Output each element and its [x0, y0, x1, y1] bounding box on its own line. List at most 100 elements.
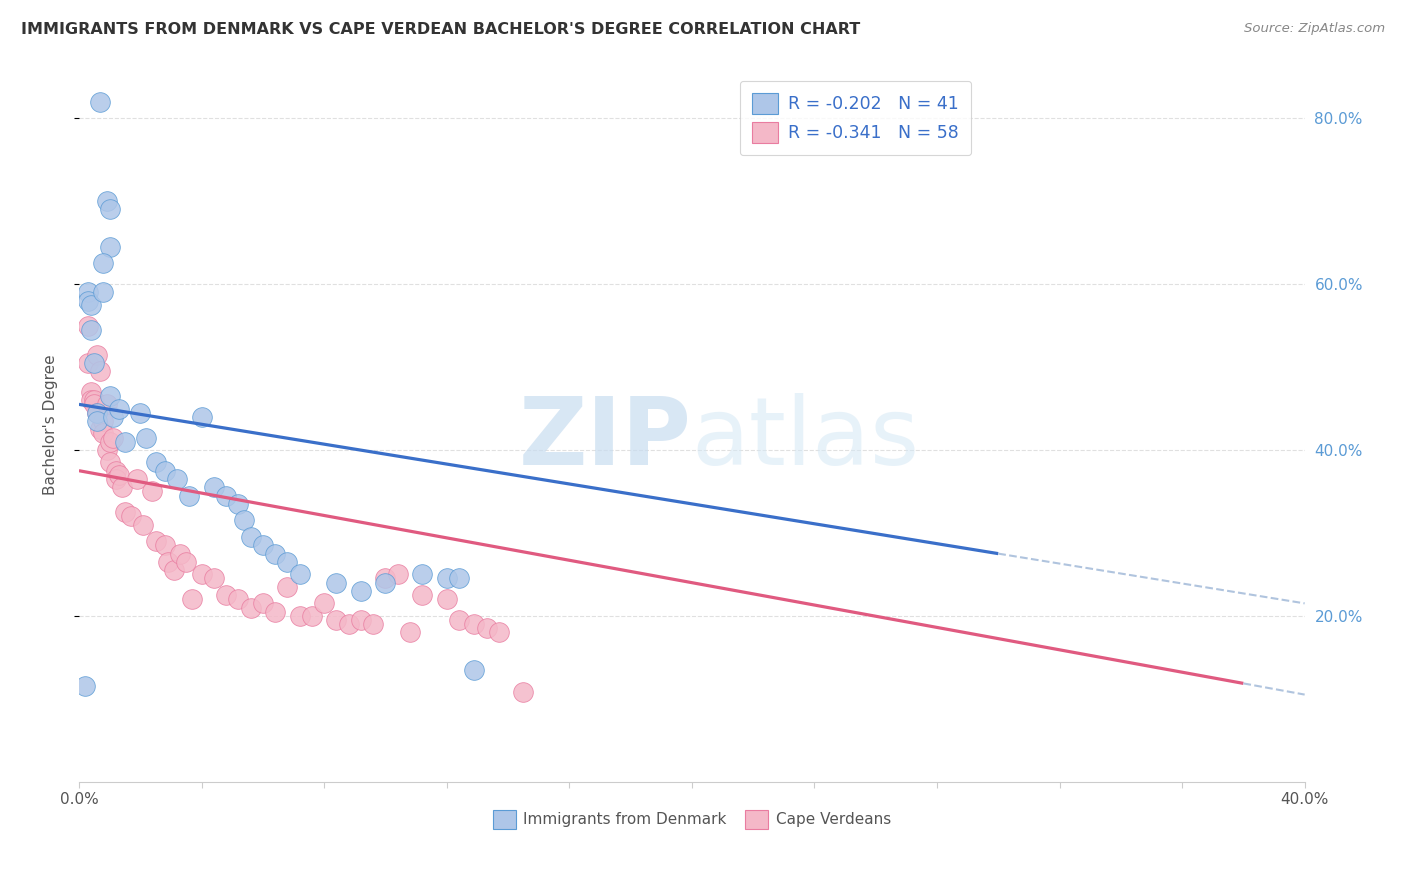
- Point: [264, 547, 287, 561]
- Point: [436, 592, 458, 607]
- Point: [337, 617, 360, 632]
- Point: [101, 431, 124, 445]
- Text: IMMIGRANTS FROM DENMARK VS CAPE VERDEAN BACHELOR'S DEGREE CORRELATION CHART: IMMIGRANTS FROM DENMARK VS CAPE VERDEAN …: [21, 22, 860, 37]
- Point: [104, 472, 127, 486]
- Point: [233, 513, 256, 527]
- Point: [181, 592, 204, 607]
- Point: [447, 572, 470, 586]
- Point: [276, 580, 298, 594]
- Point: [98, 202, 121, 217]
- Point: [226, 497, 249, 511]
- Point: [166, 472, 188, 486]
- Point: [141, 484, 163, 499]
- Point: [80, 384, 103, 399]
- Point: [314, 596, 336, 610]
- Point: [264, 605, 287, 619]
- Point: [411, 567, 433, 582]
- Point: [98, 455, 121, 469]
- Point: [325, 613, 347, 627]
- Y-axis label: Bachelor's Degree: Bachelor's Degree: [44, 355, 58, 495]
- Point: [111, 480, 134, 494]
- Text: ZIP: ZIP: [519, 393, 692, 485]
- Point: [463, 663, 485, 677]
- Point: [215, 588, 238, 602]
- Point: [77, 356, 100, 370]
- Point: [239, 600, 262, 615]
- Point: [107, 467, 129, 482]
- Point: [174, 555, 197, 569]
- Point: [276, 555, 298, 569]
- Text: atlas: atlas: [692, 393, 920, 485]
- Point: [374, 575, 396, 590]
- Point: [96, 194, 118, 209]
- Point: [107, 401, 129, 416]
- Point: [135, 431, 157, 445]
- Point: [226, 592, 249, 607]
- Point: [114, 434, 136, 449]
- Point: [96, 442, 118, 457]
- Point: [239, 530, 262, 544]
- Point: [447, 613, 470, 627]
- Point: [145, 455, 167, 469]
- Point: [488, 625, 510, 640]
- Point: [411, 588, 433, 602]
- Point: [215, 489, 238, 503]
- Point: [374, 572, 396, 586]
- Point: [153, 464, 176, 478]
- Point: [436, 572, 458, 586]
- Point: [75, 679, 97, 693]
- Point: [325, 575, 347, 590]
- Point: [89, 364, 111, 378]
- Point: [252, 596, 274, 610]
- Point: [80, 323, 103, 337]
- Point: [475, 621, 498, 635]
- Point: [288, 567, 311, 582]
- Point: [153, 538, 176, 552]
- Point: [93, 426, 115, 441]
- Point: [80, 298, 103, 312]
- Point: [132, 517, 155, 532]
- Point: [202, 572, 225, 586]
- Point: [350, 583, 373, 598]
- Point: [179, 489, 201, 503]
- Point: [98, 434, 121, 449]
- Point: [190, 409, 212, 424]
- Point: [301, 608, 323, 623]
- Point: [98, 240, 121, 254]
- Point: [104, 464, 127, 478]
- Point: [86, 406, 108, 420]
- Point: [387, 567, 409, 582]
- Point: [202, 480, 225, 494]
- Point: [399, 625, 422, 640]
- Point: [89, 95, 111, 109]
- Point: [288, 608, 311, 623]
- Point: [98, 389, 121, 403]
- Point: [96, 397, 118, 411]
- Point: [350, 613, 373, 627]
- Point: [80, 393, 103, 408]
- Point: [127, 472, 149, 486]
- Point: [252, 538, 274, 552]
- Point: [77, 285, 100, 300]
- Point: [463, 617, 485, 632]
- Point: [512, 685, 534, 699]
- Point: [86, 348, 108, 362]
- Point: [93, 256, 115, 270]
- Text: Source: ZipAtlas.com: Source: ZipAtlas.com: [1244, 22, 1385, 36]
- Point: [190, 567, 212, 582]
- Point: [77, 293, 100, 308]
- Point: [86, 414, 108, 428]
- Point: [83, 397, 105, 411]
- Point: [169, 547, 191, 561]
- Point: [77, 318, 100, 333]
- Point: [163, 563, 186, 577]
- Point: [93, 414, 115, 428]
- Point: [361, 617, 384, 632]
- Point: [101, 409, 124, 424]
- Point: [83, 393, 105, 408]
- Point: [120, 509, 142, 524]
- Point: [89, 422, 111, 436]
- Point: [156, 555, 179, 569]
- Point: [83, 356, 105, 370]
- Legend: Immigrants from Denmark, Cape Verdeans: Immigrants from Denmark, Cape Verdeans: [486, 804, 897, 835]
